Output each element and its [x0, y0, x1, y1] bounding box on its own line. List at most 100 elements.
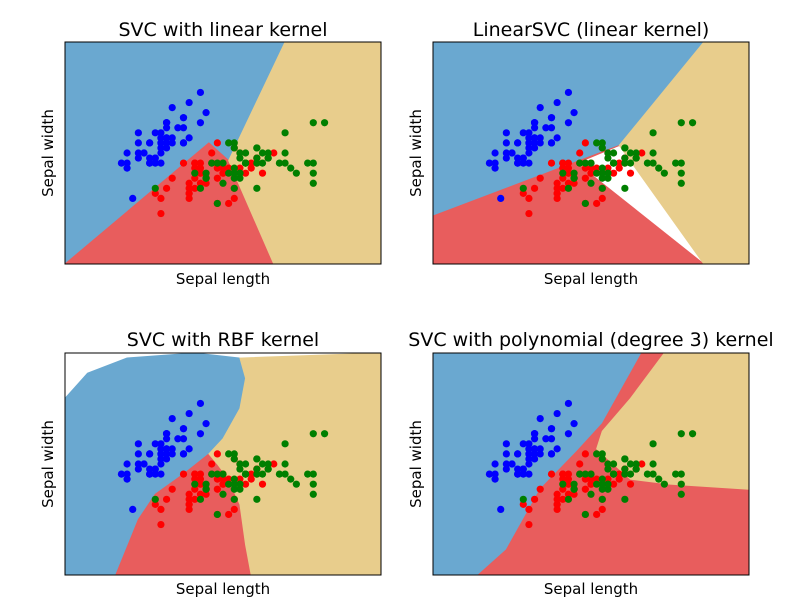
data-point-virginica: [672, 470, 680, 478]
data-point-setosa: [174, 124, 182, 132]
data-point-setosa: [519, 470, 527, 478]
data-point-virginica: [264, 154, 272, 162]
data-point-virginica: [230, 169, 238, 177]
data-point-virginica: [576, 159, 584, 167]
data-point-virginica: [643, 159, 652, 167]
data-point-setosa: [519, 440, 527, 448]
data-point-virginica: [626, 470, 635, 478]
data-point-virginica: [598, 164, 606, 172]
data-point-versicolor: [196, 179, 205, 187]
data-point-virginica: [236, 465, 244, 473]
data-point-setosa: [134, 465, 142, 473]
data-point-versicolor: [202, 179, 210, 187]
data-point-setosa: [162, 435, 171, 443]
data-point-versicolor: [615, 159, 623, 167]
data-point-setosa: [185, 98, 193, 107]
data-point-virginica: [253, 184, 261, 192]
data-point-virginica: [253, 455, 261, 463]
data-point-setosa: [123, 149, 131, 157]
data-point-versicolor: [185, 500, 193, 508]
data-point-virginica: [581, 159, 589, 167]
data-point-virginica: [604, 154, 612, 162]
data-point-virginica: [304, 470, 312, 478]
data-point-virginica: [604, 460, 612, 468]
data-point-setosa: [134, 440, 142, 448]
data-point-virginica: [219, 159, 227, 167]
data-point-versicolor: [536, 174, 544, 182]
data-point-setosa: [185, 134, 193, 142]
data-point-versicolor: [609, 480, 618, 488]
data-point-virginica: [649, 440, 657, 448]
data-point-versicolor: [219, 480, 227, 488]
data-point-virginica: [593, 450, 601, 458]
data-point-virginica: [609, 159, 618, 167]
data-point-setosa: [564, 399, 573, 408]
data-point-setosa: [151, 470, 159, 478]
data-point-virginica: [236, 460, 244, 468]
data-point-setosa: [146, 159, 154, 167]
data-point-setosa: [530, 144, 539, 152]
data-point-versicolor: [191, 164, 199, 172]
data-point-setosa: [536, 445, 544, 453]
data-point-versicolor: [191, 485, 199, 493]
data-point-versicolor: [553, 490, 561, 498]
data-point-versicolor: [559, 495, 567, 503]
data-point-versicolor: [564, 475, 573, 483]
data-point-versicolor: [553, 495, 561, 503]
data-point-virginica: [213, 159, 221, 167]
data-point-virginica: [281, 149, 289, 157]
data-point-virginica: [281, 470, 289, 478]
data-point-versicolor: [157, 209, 165, 218]
data-point-setosa: [536, 139, 544, 147]
data-point-setosa: [157, 134, 165, 142]
data-point-setosa: [123, 475, 131, 483]
data-point-versicolor: [587, 480, 595, 488]
data-point-setosa: [129, 194, 137, 203]
data-point-versicolor: [179, 470, 188, 478]
data-point-setosa: [168, 134, 176, 142]
data-point-versicolor: [593, 199, 601, 208]
data-point-versicolor: [162, 495, 171, 503]
data-point-virginica: [655, 164, 663, 172]
data-point-setosa: [123, 460, 131, 468]
data-point-virginica: [519, 495, 527, 503]
data-point-setosa: [519, 129, 527, 137]
y-axis-label: Sepal width: [39, 109, 57, 197]
data-point-versicolor: [225, 475, 233, 483]
data-point-versicolor: [196, 475, 205, 483]
data-point-versicolor: [536, 485, 544, 493]
data-point-virginica: [225, 450, 233, 458]
data-point-versicolor: [615, 470, 623, 478]
data-point-setosa: [525, 470, 533, 478]
data-point-virginica: [309, 169, 317, 177]
data-point-setosa: [202, 109, 210, 117]
data-point-setosa: [157, 470, 165, 478]
data-point-virginica: [621, 470, 629, 478]
data-point-setosa: [514, 450, 522, 458]
data-point-virginica: [253, 465, 261, 473]
data-point-virginica: [236, 485, 244, 493]
data-point-setosa: [547, 124, 556, 132]
data-point-virginica: [241, 470, 250, 478]
data-point-virginica: [281, 460, 289, 468]
data-point-versicolor: [168, 174, 176, 182]
data-point-versicolor: [213, 174, 221, 182]
data-point-virginica: [219, 490, 227, 498]
data-point-virginica: [688, 119, 697, 127]
data-point-versicolor: [598, 505, 606, 514]
data-point-setosa: [134, 450, 142, 458]
data-point-setosa: [570, 109, 578, 117]
data-point-virginica: [643, 470, 652, 478]
data-point-virginica: [598, 485, 606, 493]
subplot-svc-poly: SVC with polynomial (degree 3) kernel Se…: [407, 329, 774, 598]
data-point-setosa: [525, 134, 533, 142]
data-point-setosa: [185, 409, 193, 418]
data-point-setosa: [502, 149, 510, 157]
data-point-virginica: [570, 169, 578, 177]
data-point-versicolor: [609, 169, 618, 177]
data-point-setosa: [485, 159, 494, 167]
data-point-versicolor: [581, 450, 589, 458]
data-point-setosa: [514, 139, 522, 147]
data-point-setosa: [525, 450, 533, 458]
data-point-versicolor: [559, 475, 567, 483]
